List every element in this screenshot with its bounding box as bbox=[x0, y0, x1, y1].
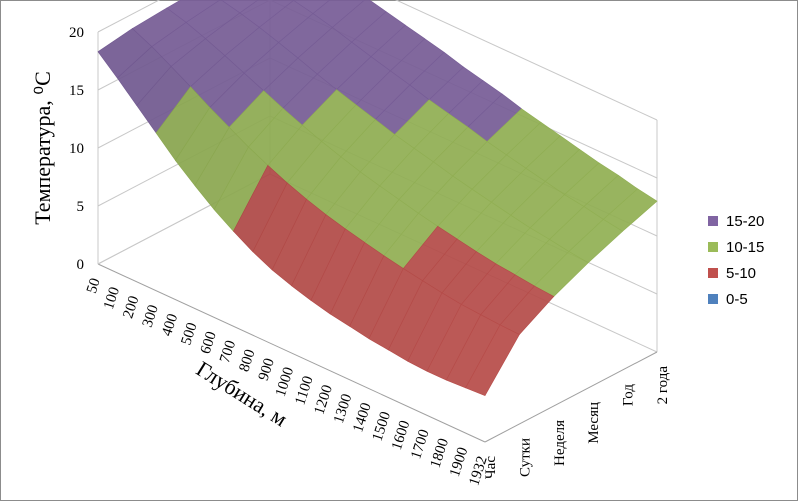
depth-axis-line bbox=[97, 263, 486, 443]
z-tick-label: 10 bbox=[69, 141, 84, 157]
legend-swatch bbox=[708, 242, 718, 252]
x-tick-label: 500 bbox=[178, 321, 200, 347]
legend-item: 10-15 bbox=[708, 234, 764, 260]
x-tick-label: 1300 bbox=[331, 392, 355, 425]
surface bbox=[97, 0, 658, 396]
x-tick-label: 200 bbox=[120, 294, 142, 320]
legend-label: 10-15 bbox=[726, 238, 765, 256]
x-tick-label: 100 bbox=[101, 285, 123, 311]
x-tick-label: 300 bbox=[140, 303, 162, 329]
x-tick-label: 700 bbox=[217, 339, 239, 365]
x-tick-label: 1200 bbox=[312, 383, 336, 416]
x-tick-label: 800 bbox=[236, 347, 258, 373]
x-tick-label: 900 bbox=[256, 356, 278, 382]
z-tick-label: 5 bbox=[77, 199, 85, 215]
x-tick-label: 1600 bbox=[389, 419, 413, 452]
x-tick-label: 1700 bbox=[408, 428, 432, 461]
surface-cell bbox=[465, 324, 520, 396]
legend-label: 0-5 bbox=[726, 290, 748, 308]
legend-label: 15-20 bbox=[726, 212, 765, 230]
time-axis-line bbox=[484, 351, 658, 443]
x-tick-label: 1900 bbox=[447, 445, 471, 478]
x-tick-label: 1800 bbox=[428, 436, 452, 469]
z-tick-label: 0 bbox=[77, 257, 85, 273]
y-tick-label: Час bbox=[483, 456, 499, 479]
y-tick-label: Месяц bbox=[586, 402, 602, 444]
x-tick-label: 1500 bbox=[370, 410, 394, 443]
x-tick-label: 50 bbox=[84, 276, 104, 295]
y-tick-label: Неделя bbox=[552, 420, 568, 466]
x-tick-label: 1000 bbox=[273, 365, 297, 398]
gridline-back-wall bbox=[394, 0, 658, 121]
legend: 15-20 10-15 5-10 0-5 bbox=[708, 208, 764, 312]
legend-swatch bbox=[708, 294, 718, 304]
y-tick-label: Год bbox=[621, 384, 637, 406]
z-tick-label: 15 bbox=[69, 83, 84, 99]
legend-label: 5-10 bbox=[726, 264, 757, 282]
legend-swatch bbox=[708, 268, 718, 278]
z-tick-label: 20 bbox=[69, 25, 84, 41]
gridline-left-wall bbox=[97, 0, 161, 33]
legend-swatch bbox=[708, 216, 718, 226]
x-tick-label: 1100 bbox=[292, 374, 316, 407]
y-tick-label: 2 года bbox=[655, 366, 671, 405]
z-axis-title: Температура, ⁰C bbox=[30, 71, 55, 225]
legend-item: 15-20 bbox=[708, 208, 764, 234]
x-tick-label: 600 bbox=[198, 330, 220, 356]
x-tick-label: 400 bbox=[159, 312, 181, 338]
legend-item: 5-10 bbox=[708, 260, 764, 286]
y-tick-label: Сутки bbox=[517, 438, 533, 477]
x-tick-label: 1400 bbox=[350, 401, 374, 434]
legend-item: 0-5 bbox=[708, 286, 764, 312]
